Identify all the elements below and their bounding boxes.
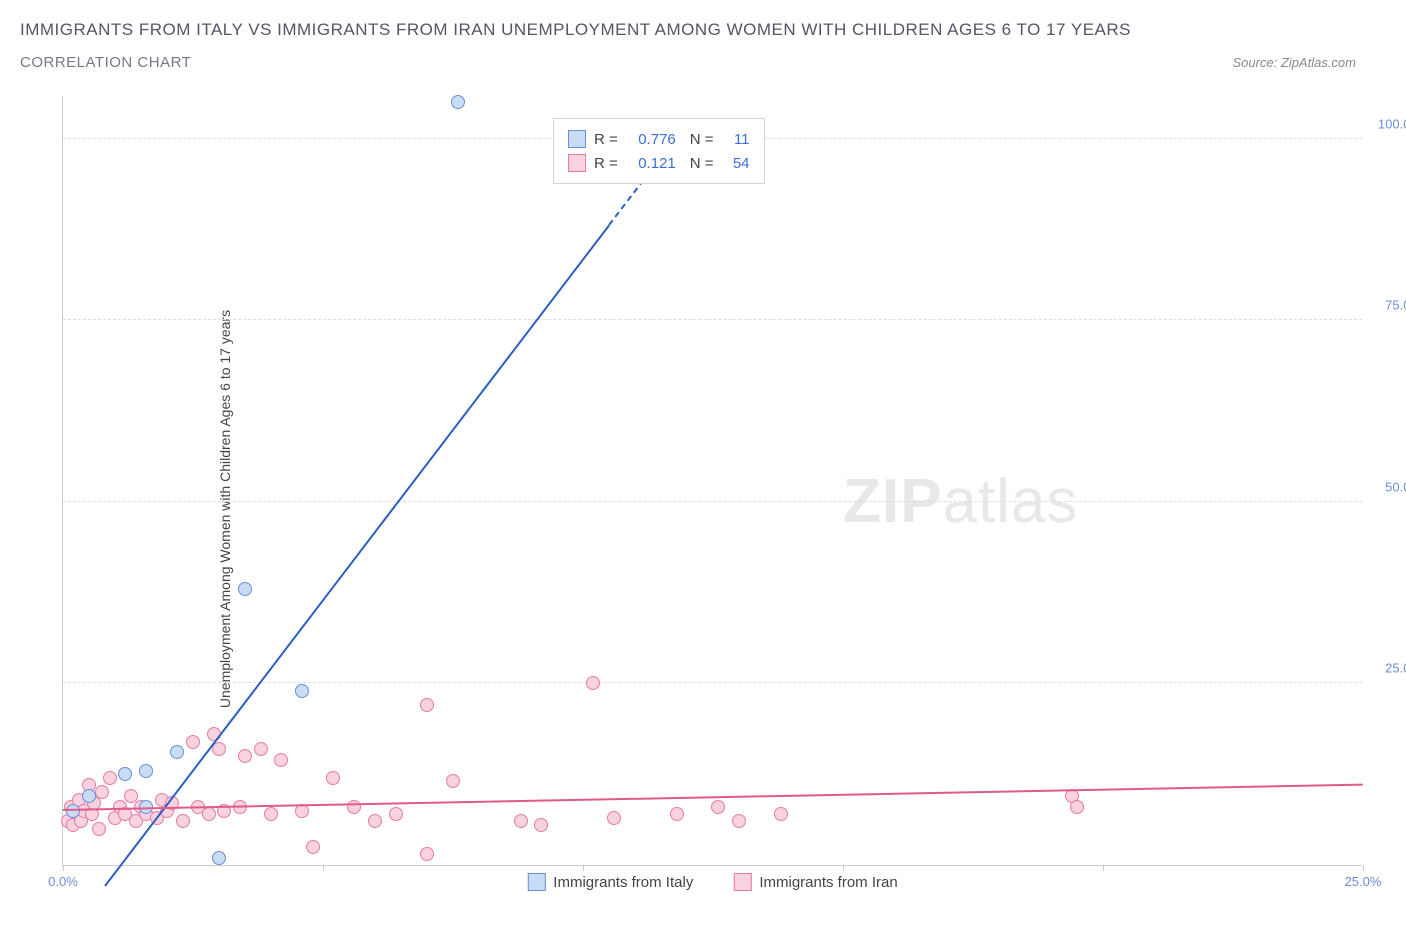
page-subtitle: CORRELATION CHART (20, 54, 191, 71)
y-tick-label: 25.0% (1367, 661, 1406, 676)
correlation-chart: Unemployment Among Women with Children A… (0, 88, 1406, 930)
x-tick-label: 25.0% (1345, 874, 1382, 889)
y-tick-label: 50.0% (1367, 479, 1406, 494)
scatter-point (670, 807, 684, 821)
plot-area: ZIPatlas 25.0%50.0%75.0%100.0%0.0%25.0%R… (62, 96, 1362, 866)
series-legend-item: Immigrants from Italy (527, 873, 693, 891)
scatter-point (732, 814, 746, 828)
scatter-point (212, 851, 226, 865)
x-tick (323, 865, 324, 871)
scatter-point (420, 698, 434, 712)
n-value: 11 (720, 131, 750, 148)
series-name: Immigrants from Italy (553, 874, 693, 891)
x-tick (583, 865, 584, 871)
scatter-point (1070, 800, 1084, 814)
y-tick-label: 75.0% (1367, 298, 1406, 313)
series-name: Immigrants from Iran (759, 874, 897, 891)
scatter-point (711, 800, 725, 814)
scatter-point (139, 764, 153, 778)
scatter-point (92, 822, 106, 836)
x-tick (63, 865, 64, 871)
stats-legend-row: R = 0.776 N = 11 (568, 127, 750, 151)
scatter-point (238, 582, 252, 596)
scatter-point (420, 847, 434, 861)
gridline (63, 319, 1362, 320)
x-tick-label: 0.0% (48, 874, 78, 889)
r-value: 0.776 (624, 131, 676, 148)
source-prefix: Source: (1232, 55, 1280, 70)
gridline (63, 501, 1362, 502)
series-legend-item: Immigrants from Iran (733, 873, 897, 891)
scatter-point (326, 771, 340, 785)
scatter-point (368, 814, 382, 828)
n-label: N = (690, 155, 714, 172)
scatter-point (254, 742, 268, 756)
scatter-point (306, 840, 320, 854)
r-label: R = (594, 131, 618, 148)
stats-legend: R = 0.776 N = 11 R = 0.121 N = 54 (553, 118, 765, 184)
source-attribution: Source: ZipAtlas.com (1232, 55, 1386, 70)
scatter-point (295, 684, 309, 698)
n-label: N = (690, 131, 714, 148)
legend-swatch (568, 154, 586, 172)
legend-swatch (568, 130, 586, 148)
legend-swatch (527, 873, 545, 891)
scatter-point (586, 676, 600, 690)
x-tick (843, 865, 844, 871)
scatter-point (514, 814, 528, 828)
scatter-point (103, 771, 117, 785)
n-value: 54 (720, 155, 750, 172)
x-tick (1363, 865, 1364, 871)
source-name: ZipAtlas.com (1281, 55, 1356, 70)
scatter-point (534, 818, 548, 832)
scatter-point (446, 774, 460, 788)
scatter-point (607, 811, 621, 825)
scatter-point (82, 789, 96, 803)
series-legend: Immigrants from Italy Immigrants from Ira… (527, 873, 897, 891)
r-value: 0.121 (624, 155, 676, 172)
x-tick (1103, 865, 1104, 871)
scatter-point (202, 807, 216, 821)
scatter-point (118, 767, 132, 781)
scatter-point (176, 814, 190, 828)
legend-swatch (733, 873, 751, 891)
scatter-point (170, 745, 184, 759)
trend-line (104, 224, 610, 886)
scatter-point (186, 735, 200, 749)
y-tick-label: 100.0% (1367, 116, 1406, 131)
page-title: IMMIGRANTS FROM ITALY VS IMMIGRANTS FROM… (20, 20, 1386, 40)
scatter-point (774, 807, 788, 821)
scatter-point (264, 807, 278, 821)
r-label: R = (594, 155, 618, 172)
scatter-point (347, 800, 361, 814)
scatter-point (389, 807, 403, 821)
scatter-point (451, 95, 465, 109)
stats-legend-row: R = 0.121 N = 54 (568, 151, 750, 175)
scatter-point (238, 749, 252, 763)
scatter-point (274, 753, 288, 767)
scatter-point (95, 785, 109, 799)
